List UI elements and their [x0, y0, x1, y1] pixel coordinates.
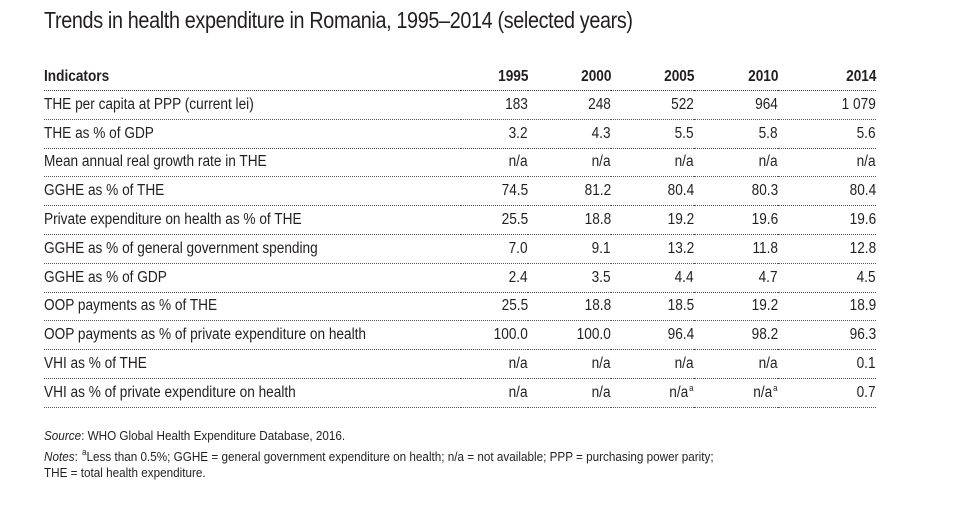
table-row: Mean annual real growth rate in THE n/a n/…: [44, 148, 876, 178]
table-cell: n/aa: [611, 378, 694, 408]
table-cell: n/aa: [694, 378, 778, 408]
row-indicator-label: GGHE as % of THE: [44, 176, 461, 207]
table-cell: 19.6: [778, 205, 876, 235]
table-cell: 74.5: [461, 176, 528, 207]
table-header-row: Indicators 1995 2000 2005 2010 2014: [44, 64, 876, 91]
table-cell: 0.1: [778, 349, 876, 379]
table-cell: 80.4: [611, 176, 694, 207]
table-cell: 11.8: [694, 234, 778, 264]
column-header-2014: 2014: [778, 64, 876, 91]
table-cell: 81.2: [528, 176, 611, 207]
table-cell: 248: [528, 90, 611, 120]
table-cell: n/a: [778, 148, 876, 178]
table-row: Private expenditure on health as % of TH…: [44, 205, 876, 235]
table-cell: n/a: [611, 148, 694, 178]
table-cell: n/a: [528, 148, 611, 178]
table-cell: 5.6: [778, 119, 876, 149]
table-cell: 100.0: [461, 320, 528, 351]
table-cell: 12.8: [778, 234, 876, 264]
source-line: Source: WHO Global Health Expenditure Da…: [44, 428, 346, 443]
table-cell: 9.1: [528, 234, 611, 264]
table-cell: 19.2: [611, 205, 694, 235]
row-indicator-label: OOP payments as % of THE: [44, 292, 461, 322]
notes-line: Notes: aLess than 0.5%; GGHE = general g…: [44, 447, 714, 464]
table-cell: 1 079: [778, 90, 876, 120]
table-notes: Source: WHO Global Health Expenditure Da…: [44, 428, 714, 481]
table-cell: 5.5: [611, 119, 694, 149]
column-header-indicators: Indicators: [44, 64, 461, 91]
row-indicator-label: GGHE as % of GDP: [44, 263, 461, 293]
table-row: OOP payments as % of private expenditure…: [44, 320, 876, 351]
table-cell: 964: [694, 90, 778, 120]
page-title: Trends in health expenditure in Romania,…: [44, 7, 633, 33]
row-indicator-label: GGHE as % of general government spending: [44, 234, 461, 264]
table-cell: 100.0: [528, 320, 611, 351]
column-header-2010: 2010: [694, 64, 778, 91]
table-cell: 18.8: [528, 205, 611, 235]
table-cell: n/a: [461, 378, 528, 408]
table-cell: 4.7: [694, 263, 778, 293]
table-cell: 3.2: [461, 119, 528, 149]
table-row: GGHE as % of GDP 2.4 3.5 4.4 4.7 4.5: [44, 263, 876, 293]
table-cell: 98.2: [694, 320, 778, 351]
table-cell: n/a: [694, 148, 778, 178]
table-cell: 522: [611, 90, 694, 120]
table-cell: 80.3: [694, 176, 778, 207]
table-cell: 0.7: [778, 378, 876, 408]
table-cell: 96.3: [778, 320, 876, 351]
row-indicator-label: THE per capita at PPP (current lei): [44, 90, 461, 120]
table-cell: 4.3: [528, 119, 611, 149]
table-row: GGHE as % of THE 74.5 81.2 80.4 80.3 80.4: [44, 176, 876, 207]
table-cell: n/a: [528, 349, 611, 379]
table-row: OOP payments as % of THE 25.5 18.8 18.5 19.2…: [44, 292, 876, 322]
column-header-2000: 2000: [528, 64, 611, 91]
table-cell: 18.9: [778, 292, 876, 322]
column-header-1995: 1995: [461, 64, 528, 91]
row-indicator-label: VHI as % of THE: [44, 349, 461, 379]
table-cell: 96.4: [611, 320, 694, 351]
table-cell: 25.5: [461, 292, 528, 322]
table-cell: 19.6: [694, 205, 778, 235]
row-indicator-label: THE as % of GDP: [44, 119, 461, 149]
row-indicator-label: VHI as % of private expenditure on healt…: [44, 378, 461, 408]
table-cell: 183: [461, 90, 528, 120]
table-cell: 80.4: [778, 176, 876, 207]
table-cell: 5.8: [694, 119, 778, 149]
table-row: THE as % of GDP 3.2 4.3 5.5 5.8 5.6: [44, 119, 876, 149]
table-cell: 19.2: [694, 292, 778, 322]
table-cell: 18.5: [611, 292, 694, 322]
table-row: THE per capita at PPP (current lei) 183 24…: [44, 90, 876, 120]
table-row: VHI as % of private expenditure on healt…: [44, 378, 876, 408]
table-cell: n/a: [461, 148, 528, 178]
table-cell: 13.2: [611, 234, 694, 264]
column-header-2005: 2005: [611, 64, 694, 91]
row-indicator-label: OOP payments as % of private expenditure…: [44, 320, 461, 351]
table-cell: 2.4: [461, 263, 528, 293]
table-cell: n/a: [461, 349, 528, 379]
table-cell: 4.4: [611, 263, 694, 293]
table-row: GGHE as % of general government spending…: [44, 234, 876, 264]
row-indicator-label: Mean annual real growth rate in THE: [44, 148, 461, 178]
health-expenditure-table: Indicators 1995 2000 2005 2010 2014 THE …: [44, 64, 876, 408]
table-cell: 25.5: [461, 205, 528, 235]
table-cell: n/a: [694, 349, 778, 379]
table-cell: 7.0: [461, 234, 528, 264]
row-indicator-label: Private expenditure on health as % of TH…: [44, 205, 461, 235]
table-cell: n/a: [611, 349, 694, 379]
table-cell: 3.5: [528, 263, 611, 293]
table-cell: 4.5: [778, 263, 876, 293]
table-cell: n/a: [528, 378, 611, 408]
table-cell: 18.8: [528, 292, 611, 322]
notes-line-2: THE = total health expenditure.: [44, 465, 206, 480]
table-row: VHI as % of THE n/a n/a n/a n/a 0.1: [44, 349, 876, 379]
